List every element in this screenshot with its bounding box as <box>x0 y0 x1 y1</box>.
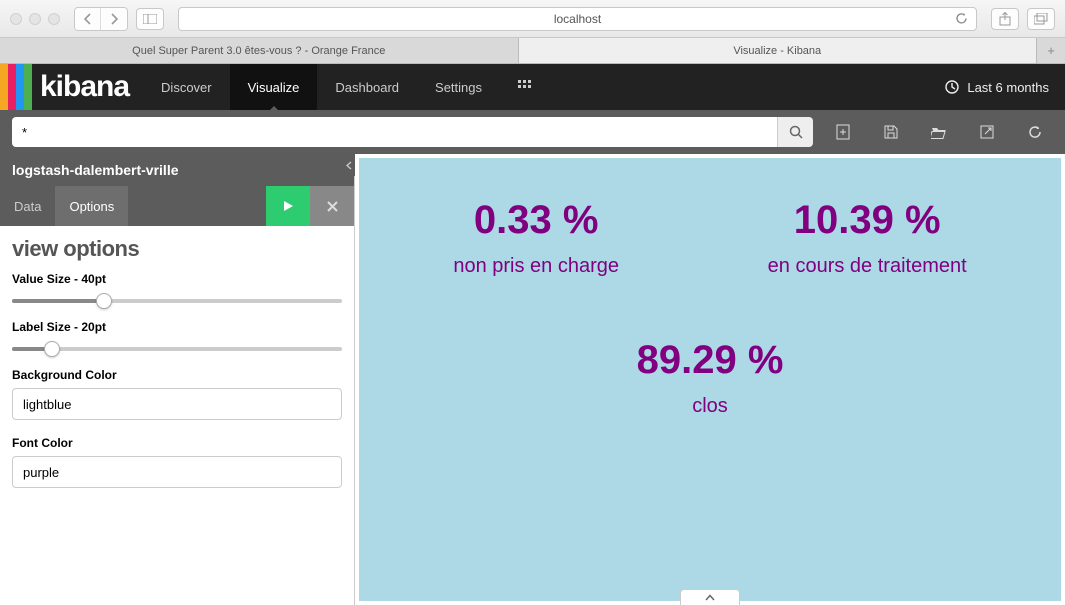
save-button[interactable] <box>873 117 909 147</box>
tab-options[interactable]: Options <box>55 186 128 226</box>
forward-button[interactable] <box>101 8 127 30</box>
tabs-button[interactable] <box>1027 8 1055 30</box>
kibana-toolbar <box>0 110 1065 154</box>
logo-text: kibana <box>40 70 129 104</box>
search-input[interactable] <box>12 117 777 147</box>
nav-apps-icon[interactable] <box>500 64 550 110</box>
tab-data[interactable]: Data <box>0 186 55 226</box>
browser-tab[interactable]: Visualize - Kibana <box>519 38 1038 63</box>
value-size-label: Value Size - 40pt <box>12 272 342 286</box>
logo-stripe <box>0 64 8 110</box>
slider-thumb[interactable] <box>44 341 60 357</box>
play-icon <box>283 200 294 212</box>
search-button[interactable] <box>777 117 813 147</box>
expand-panel-button[interactable] <box>680 589 740 605</box>
metric-value: 89.29 % <box>637 338 784 383</box>
clock-icon <box>945 80 959 94</box>
label-size-label: Label Size - 20pt <box>12 320 342 334</box>
browser-chrome: localhost <box>0 0 1065 38</box>
bgcolor-input[interactable] <box>12 388 342 420</box>
fontcolor-input[interactable] <box>12 456 342 488</box>
close-icon <box>327 201 338 212</box>
nav-dashboard[interactable]: Dashboard <box>317 64 417 110</box>
bgcolor-label: Background Color <box>12 368 342 382</box>
close-window[interactable] <box>10 13 22 25</box>
nav-buttons <box>74 7 128 31</box>
search-icon <box>789 125 803 139</box>
new-tab-button[interactable]: + <box>1037 38 1065 63</box>
metric-value: 10.39 % <box>768 198 967 243</box>
metric: 89.29 % clos <box>637 338 784 418</box>
kibana-logo[interactable]: kibana <box>0 64 143 110</box>
browser-tab[interactable]: Quel Super Parent 3.0 êtes-vous ? - Oran… <box>0 38 519 63</box>
value-size-slider[interactable] <box>12 292 342 310</box>
share-button[interactable] <box>991 8 1019 30</box>
url-bar[interactable]: localhost <box>178 7 977 31</box>
options-body: view options Value Size - 40pt Label Siz… <box>0 226 354 504</box>
zoom-window[interactable] <box>48 13 60 25</box>
metric-label: clos <box>637 395 784 418</box>
window-controls <box>10 13 60 25</box>
metric: 0.33 % non pris en charge <box>453 198 619 278</box>
nav-settings[interactable]: Settings <box>417 64 500 110</box>
viz-canvas: 0.33 % non pris en charge 10.39 % en cou… <box>359 158 1061 601</box>
fontcolor-label: Font Color <box>12 436 342 450</box>
search-bar <box>12 117 813 147</box>
metric-row-top: 0.33 % non pris en charge 10.39 % en cou… <box>379 198 1041 278</box>
logo-stripes <box>0 64 32 110</box>
share-viz-button[interactable] <box>969 117 1005 147</box>
viz-panel: 0.33 % non pris en charge 10.39 % en cou… <box>355 154 1065 605</box>
metric-value: 0.33 % <box>453 198 619 243</box>
left-panel: logstash-dalembert-vrille Data Options v… <box>0 154 355 605</box>
new-viz-button[interactable] <box>825 117 861 147</box>
reload-icon[interactable] <box>955 12 968 25</box>
logo-stripe <box>8 64 16 110</box>
index-name: logstash-dalembert-vrille <box>0 154 354 186</box>
panel-tabs: Data Options <box>0 186 354 226</box>
open-button[interactable] <box>921 117 957 147</box>
logo-stripe <box>24 64 32 110</box>
label-size-slider[interactable] <box>12 340 342 358</box>
refresh-button[interactable] <box>1017 117 1053 147</box>
logo-stripe <box>16 64 24 110</box>
sidebar-toggle[interactable] <box>136 8 164 30</box>
options-title: view options <box>12 236 342 262</box>
browser-tabs: Quel Super Parent 3.0 êtes-vous ? - Oran… <box>0 38 1065 64</box>
close-panel-button[interactable] <box>310 186 354 226</box>
time-label: Last 6 months <box>967 80 1049 95</box>
nav-discover[interactable]: Discover <box>143 64 230 110</box>
chevron-up-icon <box>705 594 715 601</box>
kibana-navbar: kibana Discover Visualize Dashboard Sett… <box>0 64 1065 110</box>
chrome-right <box>991 8 1055 30</box>
nav-visualize[interactable]: Visualize <box>230 64 318 110</box>
time-picker[interactable]: Last 6 months <box>929 64 1065 110</box>
metric-row-bottom: 89.29 % clos <box>379 338 1041 418</box>
metric: 10.39 % en cours de traitement <box>768 198 967 278</box>
kibana-body: logstash-dalembert-vrille Data Options v… <box>0 154 1065 605</box>
slider-thumb[interactable] <box>96 293 112 309</box>
metric-label: non pris en charge <box>453 255 619 278</box>
url-text: localhost <box>554 12 601 26</box>
metric-label: en cours de traitement <box>768 255 967 278</box>
run-button[interactable] <box>266 186 310 226</box>
minimize-window[interactable] <box>29 13 41 25</box>
collapse-panel-button[interactable] <box>343 154 355 176</box>
back-button[interactable] <box>75 8 101 30</box>
